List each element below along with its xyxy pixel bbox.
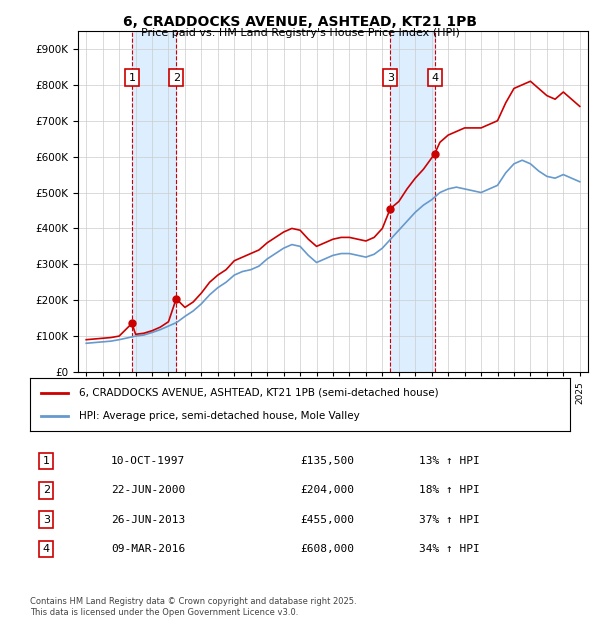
Text: 3: 3 xyxy=(387,73,394,82)
Text: £608,000: £608,000 xyxy=(300,544,354,554)
Text: HPI: Average price, semi-detached house, Mole Valley: HPI: Average price, semi-detached house,… xyxy=(79,411,359,421)
Text: 37% ↑ HPI: 37% ↑ HPI xyxy=(419,515,479,525)
Text: 26-JUN-2013: 26-JUN-2013 xyxy=(111,515,185,525)
Text: 34% ↑ HPI: 34% ↑ HPI xyxy=(419,544,479,554)
Text: 4: 4 xyxy=(431,73,438,82)
Text: 09-MAR-2016: 09-MAR-2016 xyxy=(111,544,185,554)
Text: 18% ↑ HPI: 18% ↑ HPI xyxy=(419,485,479,495)
Text: 10-OCT-1997: 10-OCT-1997 xyxy=(111,456,185,466)
Text: 4: 4 xyxy=(43,544,50,554)
Text: 6, CRADDOCKS AVENUE, ASHTEAD, KT21 1PB (semi-detached house): 6, CRADDOCKS AVENUE, ASHTEAD, KT21 1PB (… xyxy=(79,388,438,398)
Text: 22-JUN-2000: 22-JUN-2000 xyxy=(111,485,185,495)
Text: £135,500: £135,500 xyxy=(300,456,354,466)
Text: 3: 3 xyxy=(43,515,50,525)
Text: £204,000: £204,000 xyxy=(300,485,354,495)
Text: 1: 1 xyxy=(43,456,50,466)
Text: 13% ↑ HPI: 13% ↑ HPI xyxy=(419,456,479,466)
Bar xyxy=(390,31,434,372)
Bar xyxy=(132,31,176,372)
Text: 2: 2 xyxy=(43,485,50,495)
Text: 2: 2 xyxy=(173,73,180,82)
Text: Contains HM Land Registry data © Crown copyright and database right 2025.
This d: Contains HM Land Registry data © Crown c… xyxy=(30,598,356,617)
Text: £455,000: £455,000 xyxy=(300,515,354,525)
Text: Price paid vs. HM Land Registry's House Price Index (HPI): Price paid vs. HM Land Registry's House … xyxy=(140,28,460,38)
Text: 1: 1 xyxy=(128,73,136,82)
Text: 6, CRADDOCKS AVENUE, ASHTEAD, KT21 1PB: 6, CRADDOCKS AVENUE, ASHTEAD, KT21 1PB xyxy=(123,16,477,30)
